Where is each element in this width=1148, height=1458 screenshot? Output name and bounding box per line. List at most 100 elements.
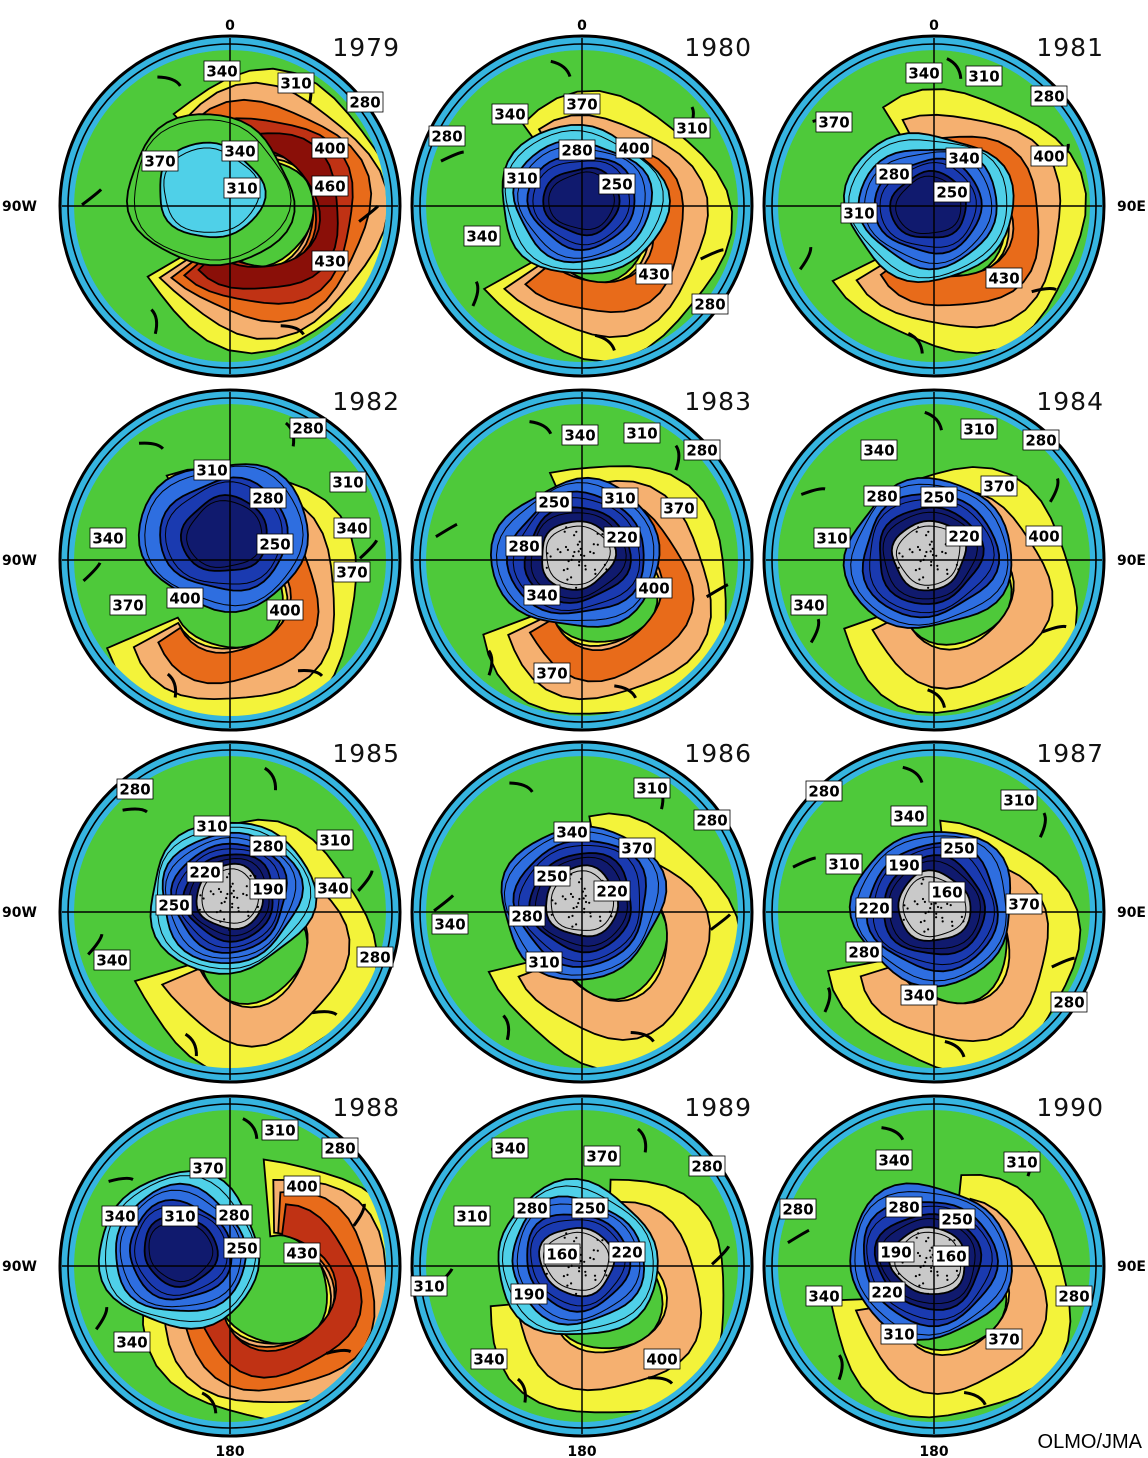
axis-label-left: 90W [2,553,37,569]
contour-label: 400 [646,1351,677,1369]
contour-label: 220 [948,528,979,546]
contour-label: 250 [259,536,290,554]
contour-label: 280 [516,1200,547,1218]
ozone-panel-1988: 310 280 370 400 310 340 280 430 250 340 1988 [58,1093,402,1438]
year-label: 1986 [684,739,752,768]
contour-label: 340 [564,427,595,445]
contour-label: 310 [164,1208,195,1226]
contour-label: 280 [888,1199,919,1217]
contour-label: 160 [546,1246,577,1264]
contour-label: 250 [574,1200,605,1218]
contour-label: 190 [880,1244,911,1262]
contour-label: 250 [601,176,632,194]
contour-label: 310 [413,1278,444,1296]
contour-label: 370 [336,564,367,582]
contour-label: 340 [878,1152,909,1170]
contour-label: 340 [473,1351,504,1369]
contour-label: 310 [963,421,994,439]
contour-label: 400 [169,590,200,608]
contour-label: 460 [314,178,345,196]
contour-label: 340 [317,880,348,898]
ozone-panel-1989: 340 370 280 280 250 310 160 220 310 190 340 400 1989 [410,1093,754,1438]
contour-label: 310 [332,474,363,492]
ozone-panel-1985: 280 310 310 280 220 190 340 250 340 280 1985 [58,739,402,1084]
axis-label-left: 90W [2,1259,37,1275]
contour-label: 220 [611,1244,642,1262]
contour-label: 340 [908,65,939,83]
contour-label: 370 [536,665,567,683]
contour-label: 280 [561,142,592,160]
contour-label: 220 [871,1284,902,1302]
contour-label: 280 [691,1158,722,1176]
contour-label: 310 [676,120,707,138]
credit-text: OLMO/JMA [1038,1431,1143,1453]
year-label: 1989 [684,1093,752,1122]
contour-label: 220 [189,864,220,882]
contour-label: 250 [936,184,967,202]
contour-label: 370 [566,96,597,114]
contour-label: 280 [878,166,909,184]
year-label: 1990 [1036,1093,1104,1122]
year-label: 1985 [332,739,400,768]
contour-label: 430 [286,1245,317,1263]
contour-label: 310 [1003,792,1034,810]
contour-label: 280 [431,128,462,146]
contour-label: 220 [596,883,627,901]
contour-label: 250 [538,494,569,512]
contour-label: 370 [988,1331,1019,1349]
contour-label: 280 [1058,1288,1089,1306]
axis-label-right: 90E [1117,1259,1146,1275]
contour-label: 280 [119,781,150,799]
ozone-panel-1979: 340 310 280 370 340 400 310 460 430 1979 [58,33,402,378]
contour-label: 370 [192,1160,223,1178]
contour-label: 340 [863,442,894,460]
contour-label: 280 [866,488,897,506]
year-label: 1981 [1036,33,1104,62]
axis-label-bottom: 180 [215,1444,244,1458]
contour-label: 310 [843,205,874,223]
contour-label: 400 [638,580,669,598]
contour-label: 280 [218,1207,249,1225]
contour-label: 280 [349,94,380,112]
contour-label: 340 [494,106,525,124]
contour-label: 280 [694,296,725,314]
year-label: 1980 [684,33,752,62]
contour-label: 340 [96,952,127,970]
ozone-panel-1980: 370 340 310 280 280 400 310 250 340 430 280 1980 [410,33,754,378]
contour-label: 250 [226,1240,257,1258]
contour-label: 280 [292,420,323,438]
contour-label: 340 [948,150,979,168]
year-label: 1987 [1036,739,1104,768]
contour-label: 340 [206,63,237,81]
axis-label-top: 0 [225,18,235,34]
contour-label: 280 [1025,432,1056,450]
contour-label: 250 [941,1211,972,1229]
contour-label: 340 [224,143,255,161]
contour-label: 310 [280,75,311,93]
axis-label-right: 90E [1117,905,1146,921]
contour-label: 280 [252,490,283,508]
contour-label: 340 [808,1288,839,1306]
contour-label: 340 [434,916,465,934]
contour-label: 280 [324,1140,355,1158]
contour-label: 370 [818,114,849,132]
contour-label: 310 [226,180,257,198]
axis-label-left: 90W [2,905,37,921]
contour-label: 280 [511,908,542,926]
contour-label: 250 [923,489,954,507]
contour-label: 370 [144,153,175,171]
contour-label: 250 [536,868,567,886]
contour-label: 310 [968,68,999,86]
contour-label: 190 [888,857,919,875]
contour-label: 400 [269,602,300,620]
contour-label: 400 [314,140,345,158]
axis-label-bottom: 180 [919,1444,948,1458]
axis-label-bottom: 180 [567,1444,596,1458]
contour-label: 400 [1028,528,1059,546]
contour-label: 310 [528,954,559,972]
contour-label: 310 [604,490,635,508]
contour-label: 280 [808,783,839,801]
contour-label: 250 [943,840,974,858]
contour-label: 280 [686,442,717,460]
